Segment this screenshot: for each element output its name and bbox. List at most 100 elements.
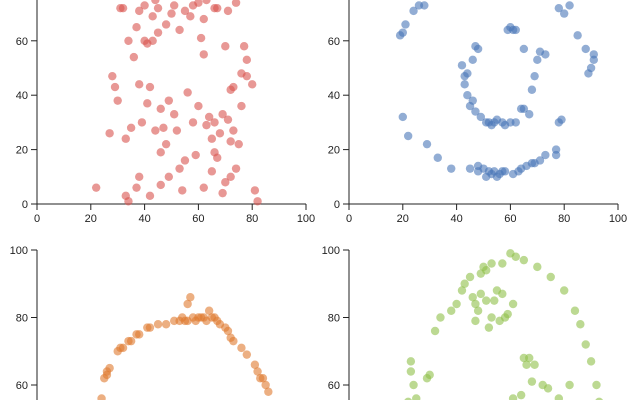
data-point (595, 397, 603, 400)
data-point (202, 0, 211, 5)
data-point (498, 289, 507, 299)
data-point (108, 71, 117, 81)
data-point (452, 299, 461, 309)
data-point (535, 156, 545, 165)
data-point (530, 71, 539, 81)
data-point (91, 183, 101, 192)
data-point (194, 0, 203, 7)
data-point (194, 101, 203, 111)
data-point (135, 6, 144, 16)
x-tick-label: 100 (297, 213, 315, 225)
data-point (487, 259, 496, 268)
data-point (576, 320, 585, 329)
data-point (156, 104, 165, 114)
x-tick-label: 40 (450, 213, 462, 225)
data-point (156, 180, 165, 190)
data-point (153, 28, 163, 37)
data-point (231, 0, 241, 7)
data-point (465, 164, 475, 173)
data-point (167, 9, 176, 18)
data-point (135, 172, 144, 181)
data-point (508, 394, 518, 400)
data-point (581, 44, 590, 54)
data-point (248, 80, 257, 89)
x-tick-label: 80 (246, 213, 258, 225)
data-point (121, 134, 130, 143)
data-point (234, 139, 243, 149)
data-point (447, 306, 456, 315)
data-point (204, 112, 214, 122)
data-point (409, 380, 418, 390)
data-point (516, 390, 526, 400)
data-point (229, 126, 238, 135)
data-point (253, 367, 262, 376)
data-point (124, 36, 133, 45)
data-point (457, 286, 467, 295)
data-point (460, 80, 469, 89)
data-point (151, 126, 160, 135)
data-point (398, 28, 407, 37)
data-point (129, 52, 139, 62)
data-point (511, 118, 520, 127)
data-point (412, 394, 421, 400)
y-tick-label: 40 (328, 90, 340, 102)
data-point (156, 148, 165, 157)
data-point (124, 197, 133, 206)
data-point (213, 3, 222, 13)
data-point (172, 126, 182, 135)
y-tick-label: 100 (322, 245, 340, 257)
data-point (500, 167, 510, 176)
scatter-panel-top-left: 0 20 40 60 80 100 0 20 40 60 (16, 0, 315, 225)
data-point (481, 296, 491, 305)
data-point (161, 20, 171, 29)
data-point (242, 55, 252, 65)
y-tick-label: 20 (16, 145, 28, 157)
y-tick-label: 80 (16, 313, 28, 325)
x-tick-label: 100 (609, 213, 627, 225)
data-point (551, 150, 561, 160)
data-point (586, 357, 596, 366)
data-point (153, 320, 163, 329)
data-point (153, 3, 163, 13)
data-point (199, 50, 208, 59)
x-tick-label: 0 (34, 213, 40, 225)
data-point (97, 394, 106, 400)
y-tick-label: 60 (328, 380, 340, 392)
data-point (447, 164, 456, 173)
data-point (118, 343, 128, 353)
data-point (560, 9, 569, 18)
data-point (422, 139, 432, 149)
data-point (218, 188, 227, 198)
data-point (589, 50, 598, 59)
data-point (223, 326, 233, 336)
data-point (175, 164, 184, 173)
data-point (541, 150, 550, 160)
data-point (145, 323, 155, 332)
data-point (126, 336, 136, 346)
data-point (132, 183, 141, 192)
data-point (229, 336, 238, 346)
data-point (126, 123, 136, 133)
data-point (169, 1, 179, 10)
data-point (471, 316, 480, 326)
x-tick-label: 60 (504, 213, 516, 225)
data-point (406, 357, 416, 366)
data-point (145, 82, 155, 92)
data-point (191, 150, 200, 160)
data-point (113, 96, 122, 105)
data-point (164, 96, 174, 105)
y-tick-label: 60 (328, 36, 340, 48)
data-point (264, 387, 273, 396)
data-point (188, 118, 198, 127)
data-point (511, 25, 520, 35)
data-point (151, 0, 160, 5)
y-tick-label: 40 (16, 90, 28, 102)
data-point (436, 313, 445, 322)
y-tick-label: 0 (22, 199, 28, 211)
data-point (487, 313, 496, 322)
data-point (140, 1, 149, 10)
data-point (213, 153, 222, 162)
data-point (522, 360, 531, 369)
data-point (490, 296, 499, 305)
